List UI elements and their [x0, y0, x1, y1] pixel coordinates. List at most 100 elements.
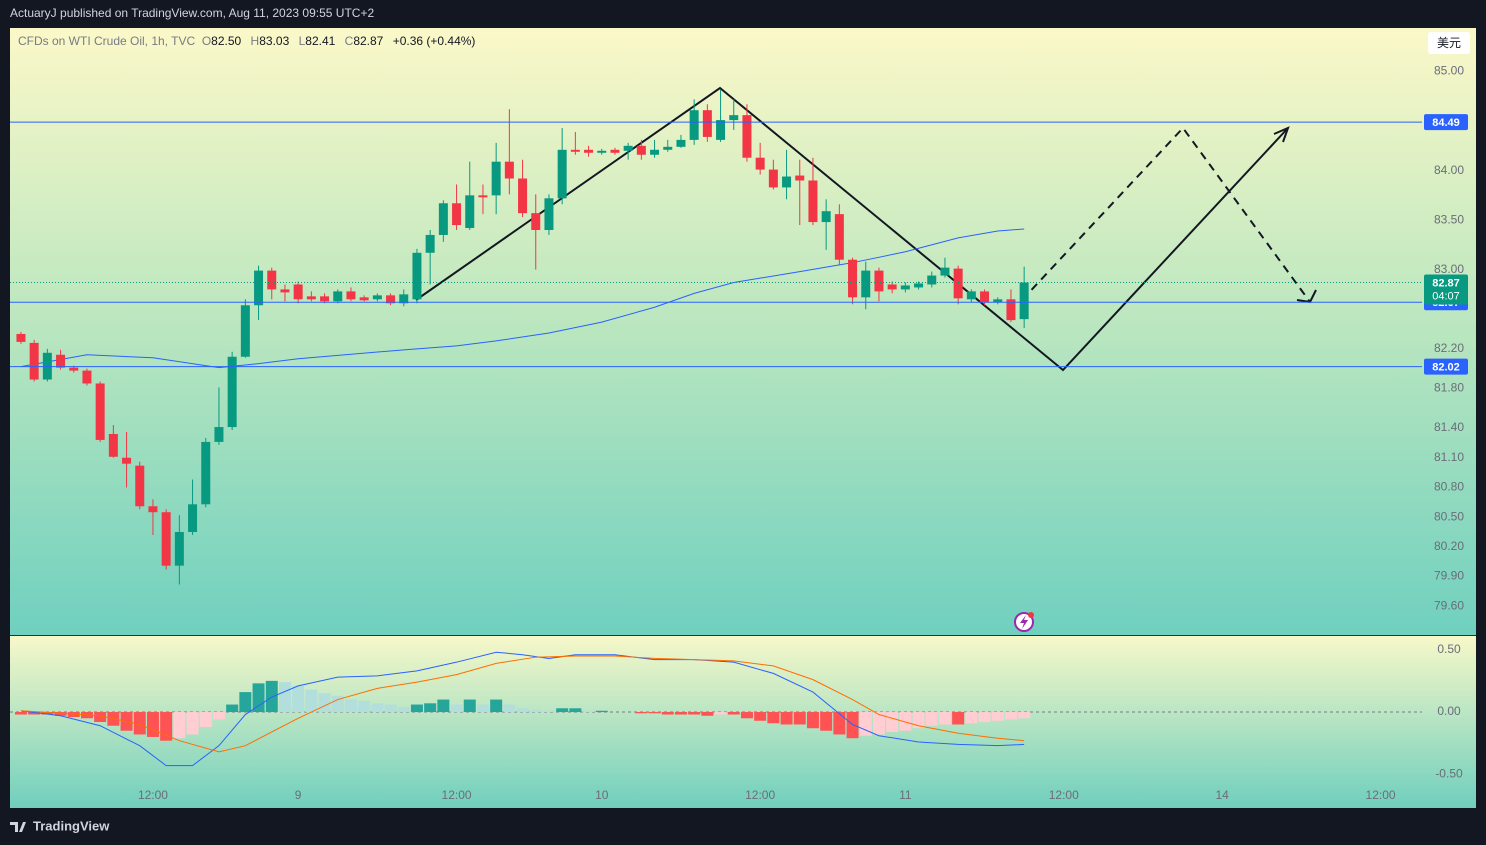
candle-body — [240, 305, 250, 357]
candle-body — [1006, 299, 1016, 321]
histogram-bar — [503, 704, 516, 713]
histogram-bar — [463, 699, 476, 713]
legend-open: 82.50 — [211, 34, 242, 48]
candle-body — [570, 149, 580, 152]
histogram-bar — [952, 712, 965, 725]
histogram-bar — [252, 683, 265, 713]
histogram-bar — [410, 704, 423, 713]
trend-drawing — [415, 86, 1289, 372]
histogram-bar — [635, 712, 648, 714]
x-tick-label: 12:00 — [442, 788, 472, 802]
histogram-bar — [872, 712, 885, 735]
event-icon-dot[interactable] — [1028, 612, 1034, 618]
histogram-bar — [292, 685, 305, 713]
candle-body — [518, 178, 528, 214]
candle-body — [1019, 282, 1029, 320]
candle-body — [821, 211, 831, 223]
candle-body — [702, 110, 712, 137]
candle-body — [293, 284, 303, 300]
y-tick-label: 83.50 — [1434, 212, 1464, 226]
histogram-bar — [1004, 712, 1017, 720]
legend-key: L — [298, 34, 306, 48]
candle-body — [623, 145, 633, 151]
x-tick-label: 14 — [1215, 788, 1229, 802]
last-price-label: 82.87 — [1432, 277, 1460, 289]
candle-body — [980, 291, 990, 303]
candle-body — [346, 291, 356, 300]
histogram-bar — [265, 680, 278, 713]
histogram-bar — [1018, 712, 1031, 719]
event-icon-bolt[interactable] — [1020, 615, 1028, 629]
price-tag — [1424, 358, 1468, 375]
histogram-bar — [397, 707, 410, 713]
histogram-bar — [437, 699, 450, 713]
histogram-bar — [14, 712, 27, 715]
histogram-bar — [688, 712, 701, 715]
price-tag — [1424, 114, 1468, 131]
x-tick-label: 10 — [595, 788, 609, 802]
candle-body — [174, 532, 184, 566]
candle-body — [438, 203, 448, 235]
histogram-bar — [582, 710, 595, 713]
candle-body — [478, 195, 488, 198]
histogram-bar — [424, 703, 437, 713]
y-tick-label: 79.60 — [1434, 598, 1464, 612]
y-tick-label: 80.20 — [1434, 539, 1464, 553]
legend-key: O — [201, 34, 212, 48]
candle-body — [399, 294, 409, 304]
y-tick-label: 83.00 — [1434, 262, 1464, 276]
candle-body — [320, 296, 330, 302]
arrow-head — [1273, 126, 1290, 143]
candle-body — [927, 275, 937, 285]
candle-body — [689, 110, 699, 140]
histogram-bar — [925, 712, 938, 726]
legend-change: +0.36 (+0.44%) — [392, 34, 476, 48]
histogram-bar — [556, 708, 569, 713]
candle-body — [993, 299, 1003, 303]
candle-body — [227, 356, 237, 428]
candle-body — [214, 427, 224, 442]
histogram-bar — [569, 708, 582, 713]
histogram-bar — [344, 699, 357, 713]
candle-body — [729, 115, 739, 121]
histogram-bar — [94, 712, 107, 722]
candle-body — [914, 283, 924, 288]
y-tick-label: 84.00 — [1434, 163, 1464, 177]
candle-body — [412, 252, 422, 300]
y-tick-label: -0.50 — [1435, 767, 1463, 781]
histogram-bar — [978, 712, 991, 722]
header: ActuaryJ published on TradingView.com, A… — [10, 6, 374, 20]
candle-body — [148, 506, 158, 513]
candle-body — [782, 176, 792, 188]
y-tick-label: 0.00 — [1437, 704, 1461, 718]
histogram-bar — [714, 712, 727, 715]
histogram-bar — [542, 710, 555, 713]
candle-body — [280, 289, 290, 293]
histogram-bar — [793, 712, 806, 725]
y-tick-label: 82.20 — [1434, 341, 1464, 355]
candle-body — [201, 441, 211, 505]
histogram-bar — [212, 712, 225, 720]
histogram-bar — [727, 712, 740, 715]
histogram-bar — [199, 712, 212, 727]
candle-body — [900, 285, 910, 290]
legend-high: 83.03 — [259, 34, 290, 48]
candle-body — [122, 457, 132, 464]
currency-button[interactable]: 美元 — [1428, 32, 1470, 54]
y-tick-label: 81.80 — [1434, 381, 1464, 395]
candle-body — [254, 270, 264, 306]
histogram-bar — [648, 712, 661, 714]
candle-body — [56, 354, 66, 368]
candle-body — [597, 150, 607, 153]
x-tick-label: 12:00 — [138, 788, 168, 802]
event-icon[interactable] — [1014, 612, 1034, 632]
price-tag-label: 84.49 — [1432, 117, 1460, 129]
histogram-bar — [820, 712, 833, 731]
histogram-bar — [160, 712, 173, 741]
macd-line — [20, 651, 1025, 767]
footer-logo: TradingView — [10, 818, 110, 833]
histogram-bar — [358, 700, 371, 713]
candle-body — [531, 213, 541, 231]
candle-body — [425, 234, 435, 253]
histogram-bar — [516, 708, 529, 713]
